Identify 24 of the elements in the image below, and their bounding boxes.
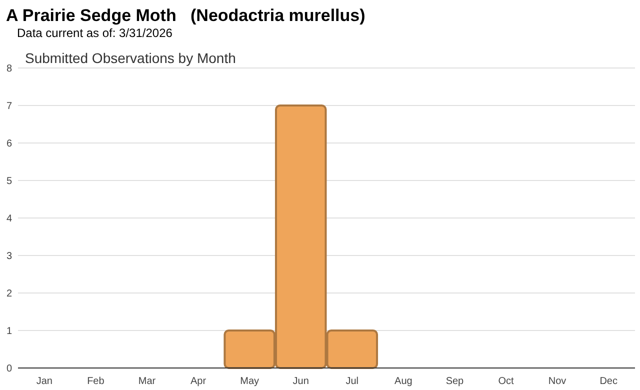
x-tick-label: Feb [87,376,105,387]
y-tick-label: 0 [6,364,12,374]
x-tick-label: Mar [138,376,156,387]
x-tick-label: Dec [600,376,618,387]
text: Submitted Observations by Month [25,50,236,66]
x-tick-label: Jul [346,376,359,387]
y-tick-label: 7 [6,101,12,112]
y-tick-label: 8 [6,64,12,74]
x-tick-label: Jun [292,376,309,387]
x-tick-label: Oct [498,376,514,387]
y-tick-label: 6 [6,138,12,150]
x-tick-label: May [240,376,260,387]
y-tick-label: 4 [6,214,12,224]
y-tick-label: 2 [6,288,12,300]
x-tick-label: Nov [548,376,566,387]
y-tick-label: 1 [6,326,12,337]
chart-title: A Prairie Sedge Moth (Neodactria murellus) [6,6,366,25]
x-tick-label: Sep [446,376,464,387]
x-tick-label: Apr [190,376,207,387]
y-tick-label: 3 [6,251,12,262]
chart-subtitle: Data current as of: 3/31/2026 [17,26,173,40]
x-tick-label: Aug [394,376,412,387]
y-tick-label: 5 [6,176,12,187]
x-tick-label: Jan [36,376,52,387]
